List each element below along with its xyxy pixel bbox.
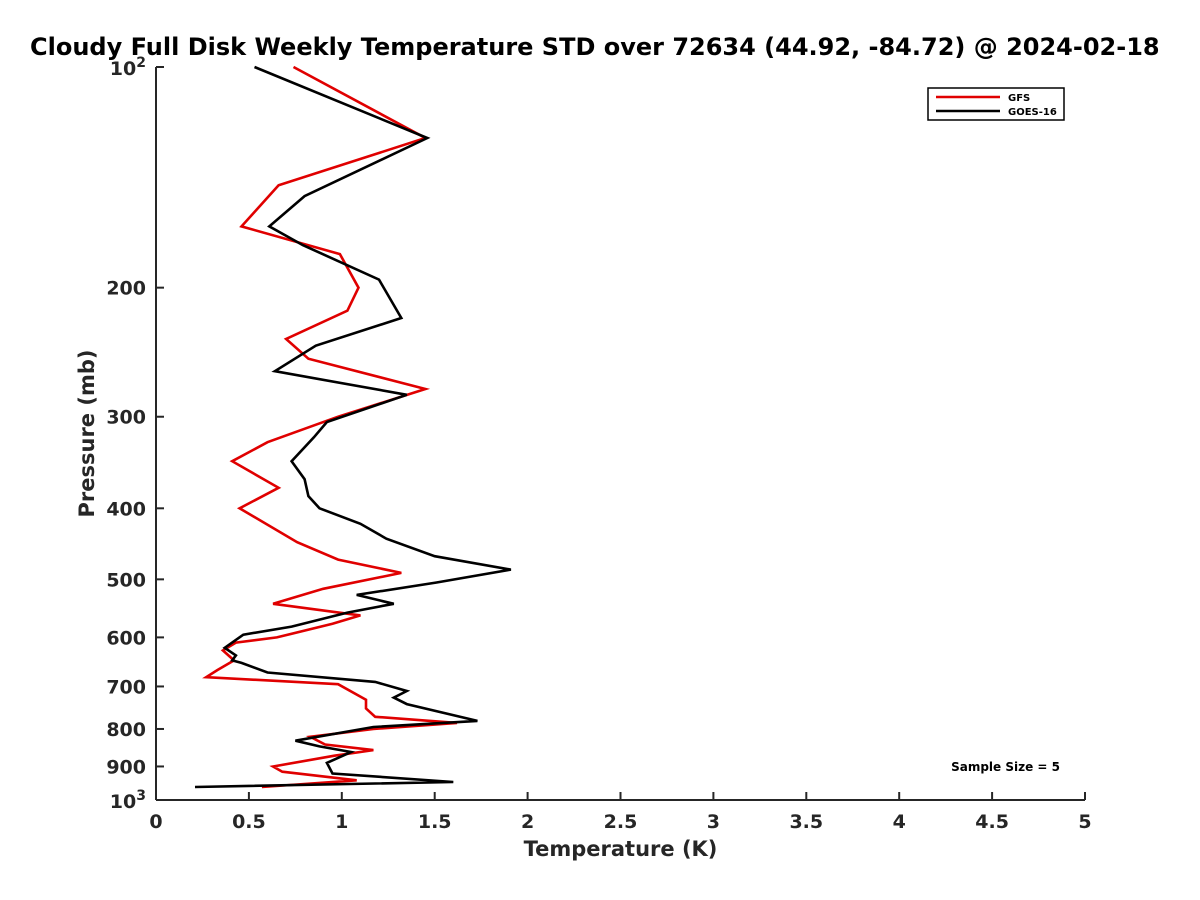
x-tick-label: 1 — [335, 811, 348, 833]
x-tick-label: 4.5 — [975, 811, 1009, 833]
y-tick-label: 500 — [106, 569, 146, 591]
x-tick-label: 1.5 — [418, 811, 452, 833]
x-tick-label: 0 — [149, 811, 162, 833]
chart-title: Cloudy Full Disk Weekly Temperature STD … — [30, 33, 1160, 61]
x-tick-label: 2.5 — [604, 811, 638, 833]
x-tick-label: 3.5 — [789, 811, 823, 833]
y-tick-label: 900 — [106, 756, 146, 778]
y-tick-label: 600 — [106, 627, 146, 649]
y-tick-label-top: 102 — [110, 55, 146, 80]
y-tick-label: 200 — [106, 278, 146, 300]
series-layer — [194, 65, 512, 789]
y-tick-label: 400 — [106, 498, 146, 520]
x-axis: 0 0.5 1 1.5 2 2.5 3 3.5 4 4.5 5 — [149, 792, 1092, 833]
y-tick-label: 300 — [106, 407, 146, 429]
x-tick-label: 5 — [1078, 811, 1091, 833]
series-line-goes-16 — [194, 65, 512, 789]
y-tick-label-bottom: 103 — [110, 788, 146, 813]
legend-entry: GOES-16 — [1008, 107, 1057, 118]
legend: GFS GOES-16 — [927, 87, 1065, 121]
x-axis-label: Temperature (K) — [524, 837, 718, 861]
sample-size-annotation: Sample Size = 5 — [951, 760, 1060, 774]
x-tick-label: 3 — [707, 811, 720, 833]
x-tick-label: 2 — [521, 811, 534, 833]
legend-entry: GFS — [1008, 93, 1030, 104]
y-tick-label: 700 — [106, 676, 146, 698]
y-axis-label: Pressure (mb) — [75, 350, 99, 518]
y-tick-label: 800 — [106, 719, 146, 741]
x-tick-label: 4 — [893, 811, 906, 833]
y-axis: 200 300 400 500 600 700 800 900 102 103 — [106, 55, 164, 813]
legend-box — [927, 87, 1065, 121]
x-tick-label: 0.5 — [232, 811, 266, 833]
